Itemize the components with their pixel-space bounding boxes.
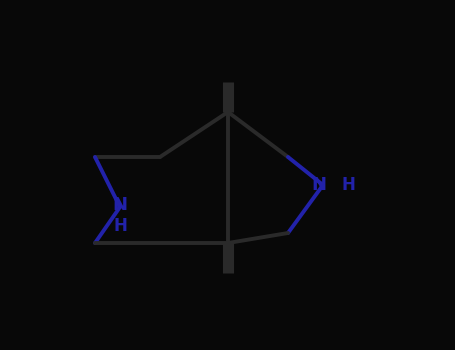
Text: N: N bbox=[112, 196, 127, 214]
Text: H: H bbox=[113, 217, 127, 235]
Text: N: N bbox=[311, 176, 326, 194]
Text: H: H bbox=[341, 176, 355, 194]
